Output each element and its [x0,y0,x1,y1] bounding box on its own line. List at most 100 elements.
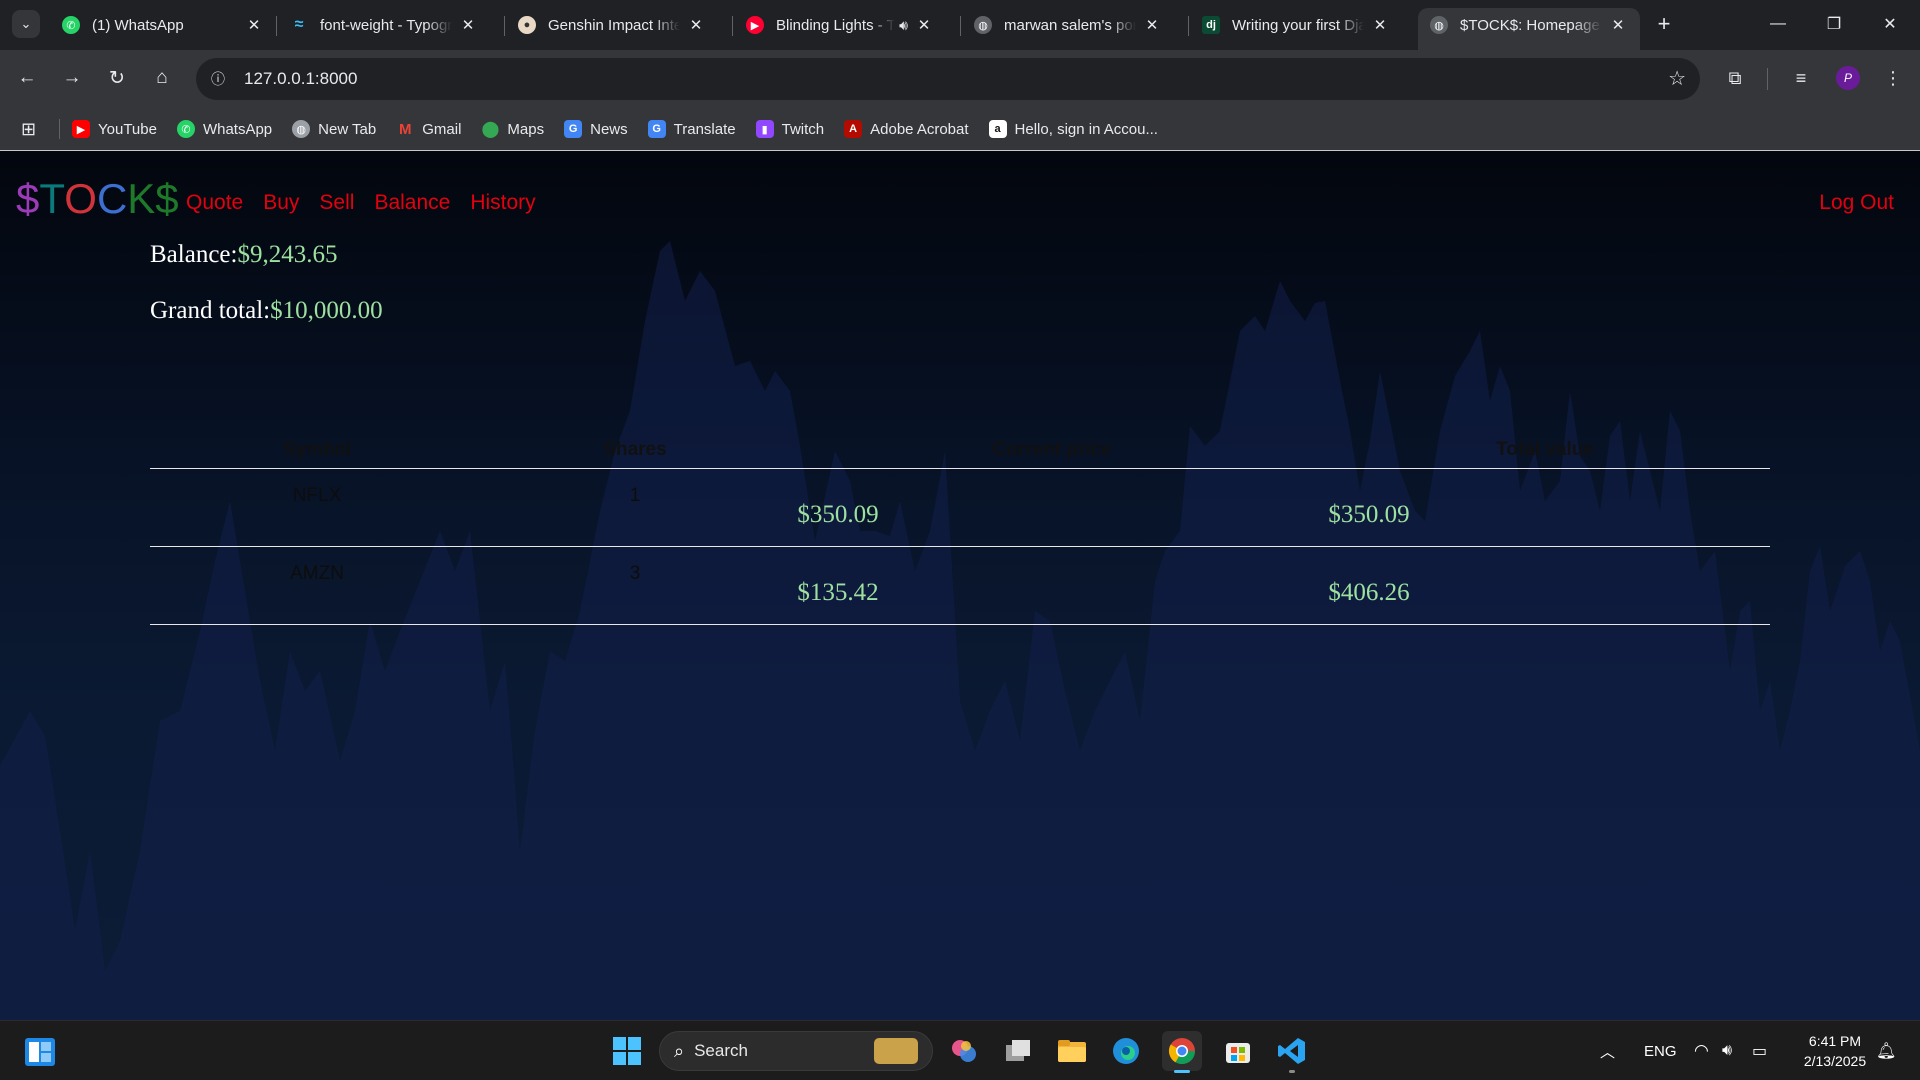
bookmark-label: Maps [507,120,545,138]
tab-label: Writing your first Django app [1232,16,1364,34]
tab-blinding-lights[interactable]: ▶ Blinding Lights - The Weeknd 🔊︎ ✕ [734,8,946,42]
widgets-icon[interactable] [24,1037,56,1067]
nav-link-balance[interactable]: Balance [374,191,451,214]
store-taskbar-icon[interactable] [1218,1031,1258,1071]
tab-font-weight[interactable]: ≈ font-weight - Typography ✕ [278,8,490,42]
copilot-taskbar-icon[interactable] [944,1031,984,1071]
language-indicator[interactable]: ENG [1644,1021,1677,1080]
grand-total-label: Grand total: [150,297,271,324]
nav-link-buy[interactable]: Buy [263,191,300,214]
bookmark-maps[interactable]: ⬤ Maps [481,120,545,139]
tab-whatsapp[interactable]: ✆ (1) WhatsApp ✕ [50,8,276,42]
edge-taskbar-icon[interactable] [1106,1031,1146,1071]
windows-logo-icon [613,1037,641,1065]
notification-bell-icon[interactable]: 🔔︎ [1876,1043,1897,1060]
close-icon[interactable]: ✕ [1373,17,1387,34]
media-control-button[interactable]: ≡ [1784,61,1818,95]
grand-total-value: $10,000.00 [270,297,383,324]
apps-grid-icon[interactable]: ⊞ [21,118,37,139]
tab-stocks-homepage[interactable]: ◍ $TOCK$: Homepage ✕ [1418,8,1640,50]
header-current-price: Current price [992,439,1112,460]
brand-letter: T [39,175,65,222]
puzzle-icon: ⧉ [1728,67,1742,88]
tab-portfolio[interactable]: ◍ marwan salem's portfolio ✕ [962,8,1174,42]
tab-label: $TOCK$: Homepage [1460,16,1600,34]
minimize-button[interactable]: — [1750,0,1806,48]
tailwind-icon: ≈ [294,16,304,33]
bookmark-youtube[interactable]: ▶ YouTube [72,120,157,138]
home-button[interactable]: ⌂ [145,61,179,95]
profile-avatar[interactable]: P [1836,66,1860,90]
vscode-taskbar-icon[interactable] [1272,1031,1312,1073]
header-shares: Shares [603,439,667,460]
close-icon[interactable]: ✕ [1611,17,1625,34]
brand-logo[interactable]: $TOCK$ [16,175,179,223]
wifi-icon[interactable]: ◠ [1694,1041,1709,1060]
chrome-taskbar-icon[interactable] [1162,1031,1202,1073]
start-button[interactable] [607,1031,647,1071]
active-indicator [1174,1070,1190,1073]
bookmark-label: Translate [673,120,736,138]
bookmark-label: Twitch [781,120,825,138]
search-icon: ⌕ [674,1040,685,1061]
volume-icon[interactable]: 🔊︎ [1722,1042,1733,1059]
maps-pin-icon: ⬤ [481,121,500,138]
brand-letter: $ [16,175,40,222]
taskbar-search[interactable]: ⌕ Search [659,1031,933,1071]
close-icon[interactable]: ✕ [247,17,261,34]
gmail-icon: M [399,120,412,138]
nav-link-sell[interactable]: Sell [319,191,355,214]
close-icon[interactable]: ✕ [461,17,475,34]
close-icon[interactable]: ✕ [689,17,703,34]
nav-link-quote[interactable]: Quote [186,191,244,214]
task-view-taskbar-icon[interactable] [998,1031,1038,1071]
toolbar-divider [1767,68,1768,90]
address-bar[interactable]: ⓘ 127.0.0.1:8000 ☆ [196,58,1700,100]
site-info-icon[interactable]: ⓘ [211,71,225,87]
tab-label: Genshin Impact Interactive [548,16,680,34]
bookmark-adobe-acrobat[interactable]: A Adobe Acrobat [844,120,969,138]
balance-line: Balance:$9,243.65 [150,241,337,269]
app-navbar: $TOCK$ Quote Buy Sell Balance History Lo… [0,151,1920,251]
back-button[interactable]: ← [10,61,44,95]
store-icon [1226,1043,1250,1063]
show-hidden-icons[interactable]: ︿ [1600,1021,1615,1080]
search-label: Search [694,1041,748,1060]
tab-genshin[interactable]: ● Genshin Impact Interactive ✕ [506,8,718,42]
close-window-button[interactable]: ✕ [1862,0,1918,48]
logout-link[interactable]: Log Out [1819,191,1894,214]
extensions-button[interactable]: ⧉ [1718,61,1752,95]
bookmark-twitch[interactable]: ▮ Twitch [755,120,825,138]
tab-search-button[interactable]: ⌄ [12,10,40,38]
restore-button[interactable]: ❐ [1806,0,1862,48]
bookmark-gmail[interactable]: M Gmail [396,120,461,138]
edge-icon [1113,1038,1139,1064]
bookmark-label: WhatsApp [202,120,273,138]
kebab-menu-icon: ⋮ [1884,67,1902,88]
new-tab-button[interactable]: + [1650,10,1678,38]
menu-button[interactable]: ⋮ [1876,61,1910,95]
bookmark-news[interactable]: G News [564,120,628,138]
nav-link-history[interactable]: History [470,191,536,214]
close-icon[interactable]: ✕ [1145,17,1159,34]
page-viewport: $TOCK$ Quote Buy Sell Balance History Lo… [0,150,1920,1020]
vscode-icon [1278,1038,1305,1064]
close-icon[interactable]: ✕ [917,17,931,34]
bookmark-whatsapp[interactable]: ✆ WhatsApp [176,120,273,138]
forward-button[interactable]: → [55,61,89,95]
battery-icon[interactable]: ▭ [1752,1043,1768,1060]
url-text[interactable]: 127.0.0.1:8000 [244,69,358,88]
bookmark-amazon[interactable]: a Hello, sign in Accou... [988,120,1158,138]
system-clock[interactable]: 6:41 PM 2/13/2025 [1790,1031,1880,1071]
file-explorer-taskbar-icon[interactable] [1052,1031,1092,1071]
tab-label: (1) WhatsApp [92,16,184,34]
queue-music-icon: ≡ [1795,67,1807,88]
speaker-icon[interactable]: 🔊︎ [899,16,908,33]
bookmark-label: Gmail [422,120,462,138]
bookmark-new-tab[interactable]: ◍ New Tab [292,120,376,138]
tab-django[interactable]: dj Writing your first Django app ✕ [1190,8,1402,42]
chevron-up-icon: ︿ [1600,1043,1616,1061]
bookmark-translate[interactable]: G Translate [647,120,736,138]
bookmark-star-icon[interactable]: ☆ [1668,68,1686,90]
reload-button[interactable]: ↻ [100,61,134,95]
